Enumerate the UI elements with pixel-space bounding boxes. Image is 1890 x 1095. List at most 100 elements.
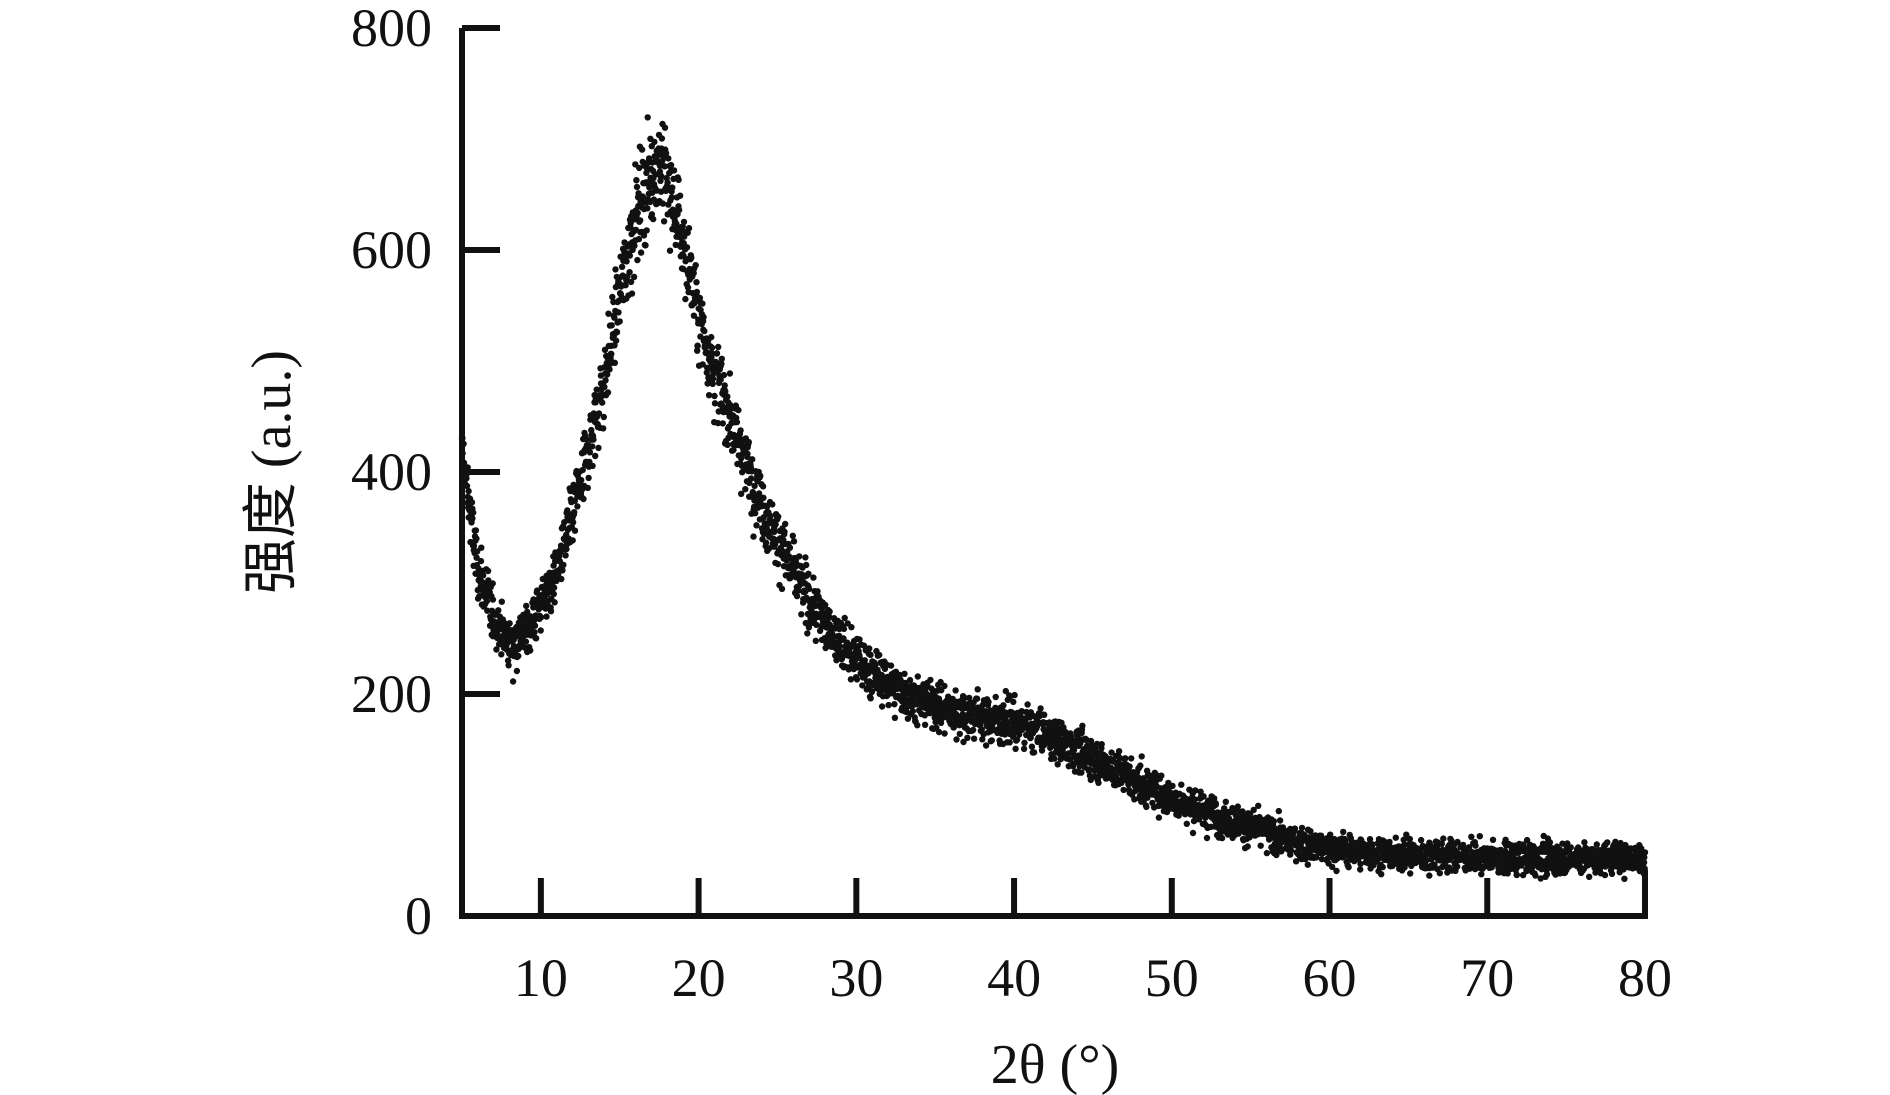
data-point [1217,829,1225,836]
x-tick-label: 70 [1460,948,1514,1008]
data-point [636,164,643,172]
data-point [638,146,646,153]
data-point [592,452,599,460]
data-point [1329,846,1337,853]
data-point [571,527,579,534]
data-point [604,371,611,378]
data-point [961,694,968,702]
data-point [631,242,638,249]
data-point [693,288,701,296]
data-point [735,406,742,414]
data-point [812,637,819,644]
data-point [790,538,798,545]
data-point [1011,691,1018,699]
data-point [675,206,683,214]
data-point [658,135,666,142]
data-point [970,735,978,742]
data-point [685,225,693,232]
data-point [721,382,728,389]
x-tick-label: 10 [514,948,568,1008]
data-point [1436,870,1444,877]
data-point [982,742,990,749]
data-point [941,730,948,737]
data-point [1263,849,1271,857]
data-point [738,455,745,462]
x-tick-label: 80 [1618,948,1672,1008]
data-point [551,599,558,606]
data-point [878,703,886,710]
data-point [498,651,505,658]
data-point [1095,779,1102,786]
data-point [679,223,686,230]
data-point [623,258,630,265]
data-point [609,293,616,301]
data-point [778,547,785,554]
data-point [1276,817,1284,824]
data-point [822,601,829,609]
data-point [1478,871,1485,878]
data-point [474,548,481,555]
data-point [644,114,651,121]
data-point [782,520,789,528]
data-point [618,263,626,270]
data-point [738,490,745,497]
data-point [1070,746,1078,754]
data-point [757,472,764,480]
data-point [694,342,701,349]
data-point [715,343,722,351]
data-point [960,738,967,746]
data-point [1454,863,1461,870]
data-point [992,693,999,701]
data-point [659,200,667,207]
data-point [1307,828,1314,835]
data-point [606,366,613,373]
data-point [1586,873,1593,880]
data-point [660,218,668,225]
data-point [493,646,500,653]
data-point [613,329,621,336]
data-point [470,542,478,550]
data-point [1037,705,1044,712]
data-point [847,676,855,683]
data-point [1200,793,1207,800]
data-point [1592,869,1599,876]
data-point [1178,781,1185,788]
data-point [953,736,960,743]
data-point [1287,847,1295,854]
data-point [1357,866,1364,873]
data-point [836,643,844,650]
data-point [533,587,541,594]
data-point [680,218,688,226]
data-point [1581,839,1588,846]
data-point [693,279,700,286]
data-point [483,597,490,605]
data-point [1379,863,1386,871]
data-point [622,282,629,289]
data-point [841,614,848,622]
data-point [802,554,809,561]
data-point [1313,854,1320,861]
data-point [543,613,550,620]
data-point [1345,864,1352,871]
x-tick-label: 30 [829,948,883,1008]
data-point [1183,820,1191,827]
y-tick-label: 800 [351,0,432,58]
data-point [634,256,641,264]
data-point [673,220,680,228]
data-point [730,446,737,454]
data-point [1203,834,1211,842]
data-point [578,476,585,484]
data-point [720,371,728,379]
data-point [664,179,671,186]
data-point [1006,739,1013,746]
data-point [640,232,648,239]
data-point [867,695,874,702]
data-point [745,438,752,446]
data-point [604,389,612,396]
data-point [1291,825,1299,832]
data-point [626,269,633,276]
data-point [927,676,934,684]
data-point [866,645,873,652]
data-point [733,418,741,426]
